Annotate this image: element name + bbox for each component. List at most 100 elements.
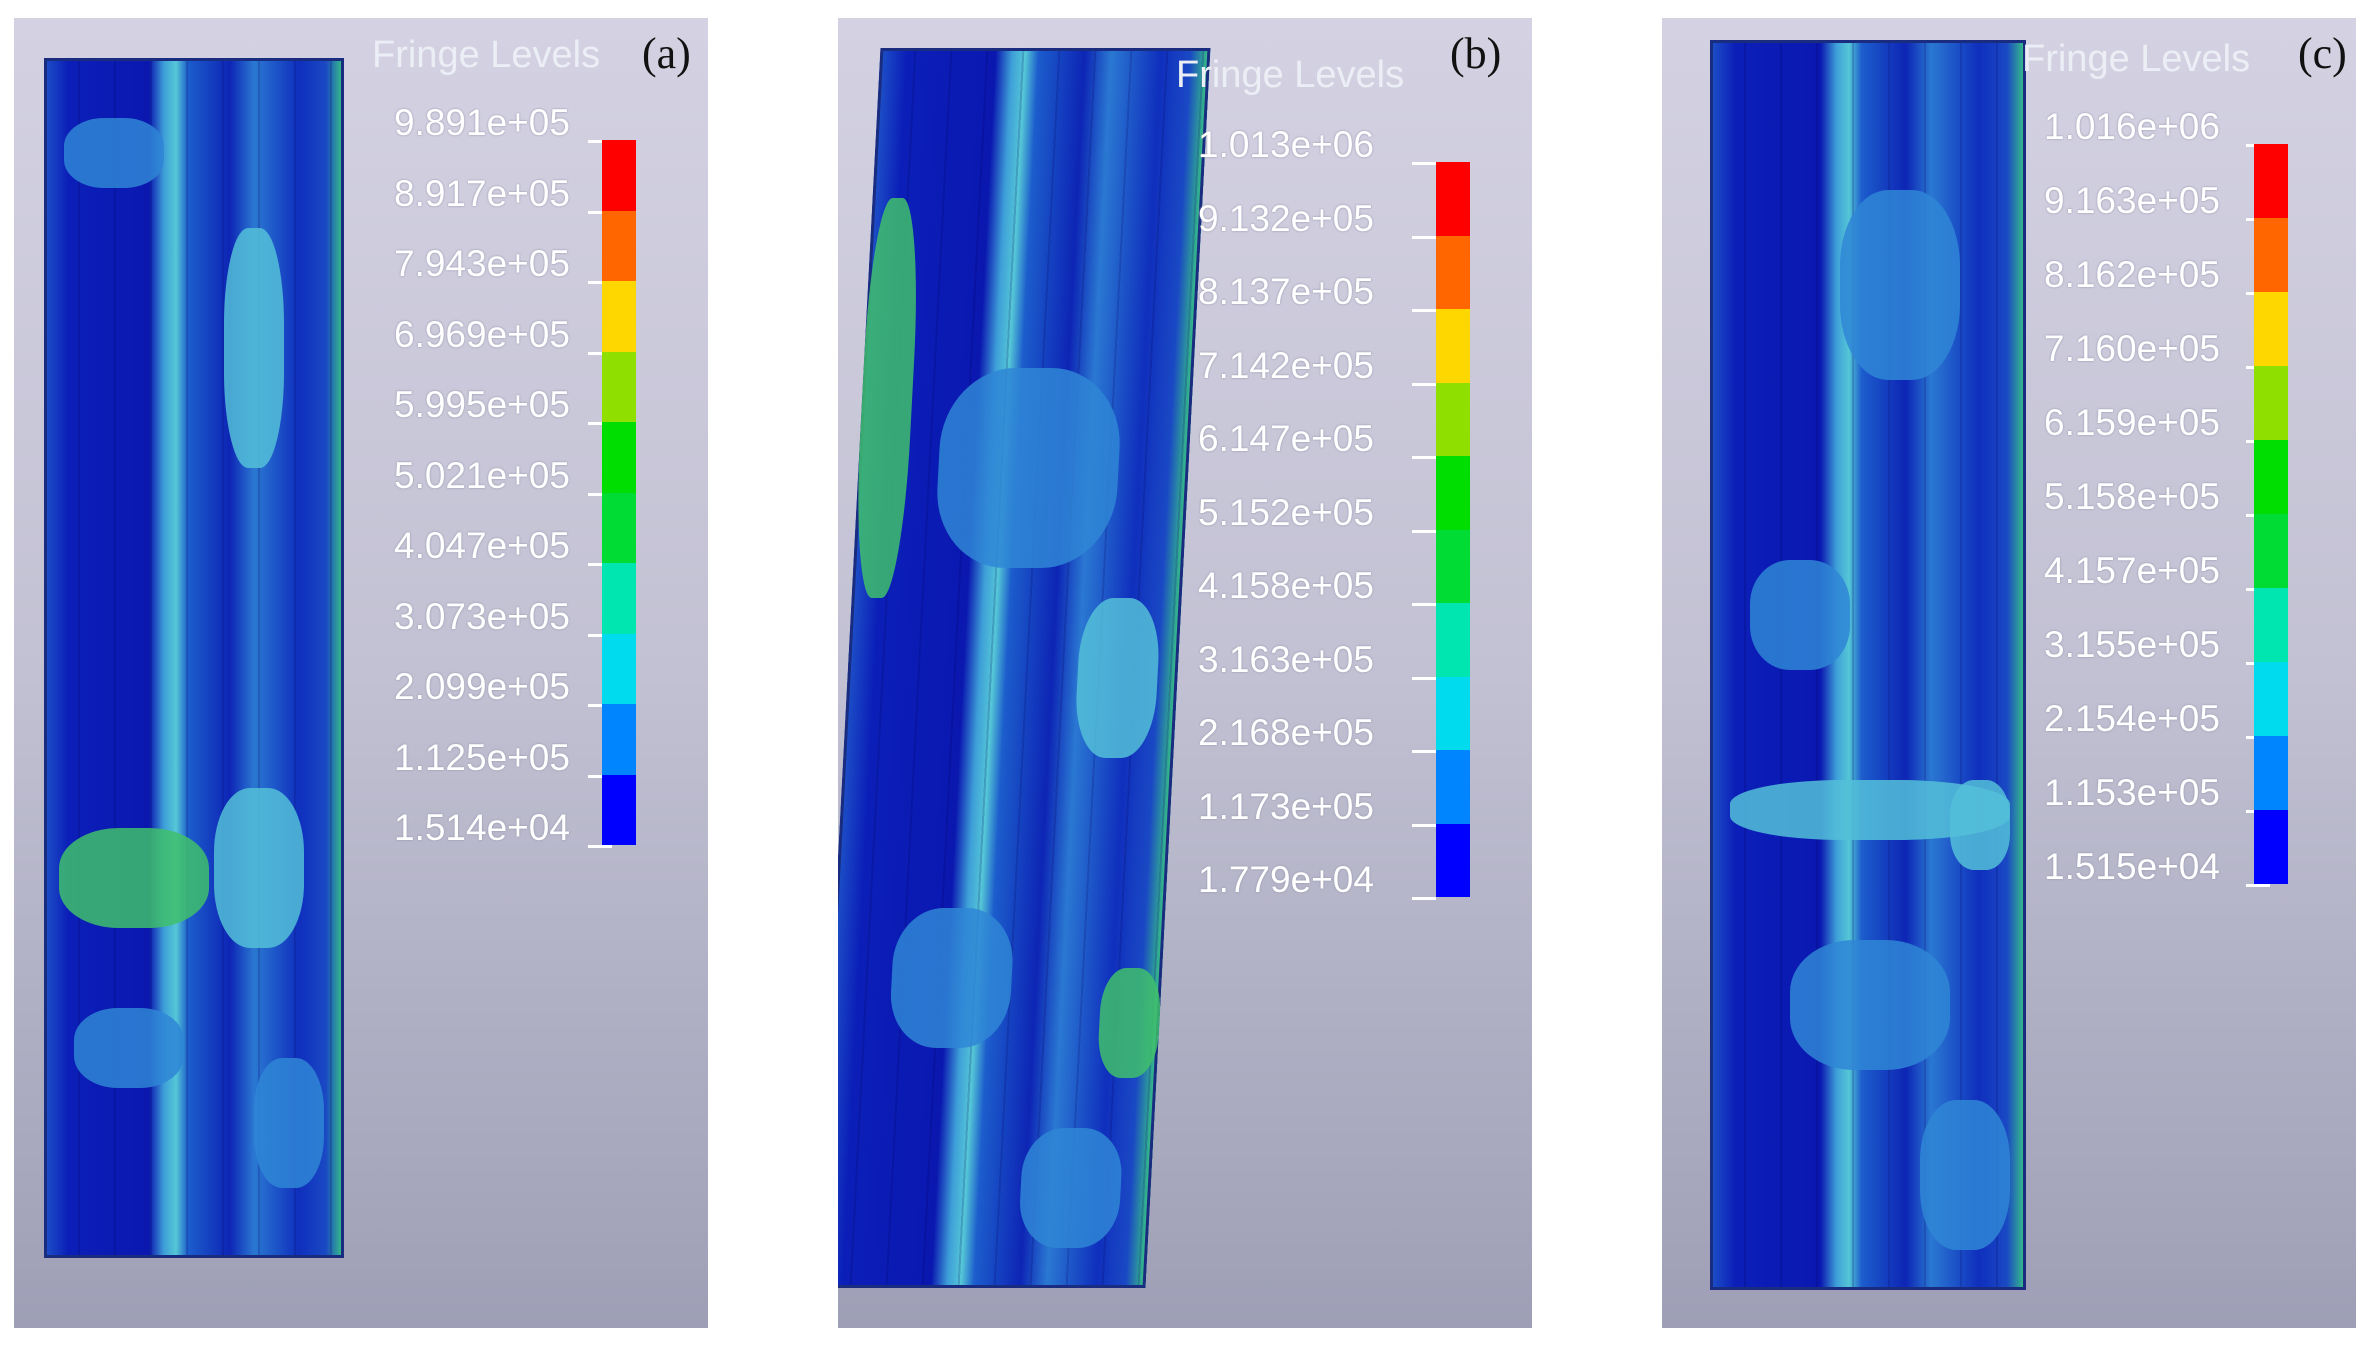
fringe-level-label: 7.943e+05 [394,243,570,284]
legend-title: Fringe Levels [1176,54,1405,96]
panel-label: (c) [2298,29,2347,78]
fringe-level-tick [2246,884,2270,887]
fringe-level-tick [588,492,612,496]
colorbar-segment [1436,529,1470,603]
fringe-level-tick [1412,750,1436,753]
colorbar-segment [2254,144,2288,218]
fringe-level-label: 1.013e+06 [1198,124,1374,165]
fringe-level-label: 5.021e+05 [394,454,570,496]
fringe-level-tick [1412,162,1436,165]
fringe-level-label: 1.153e+05 [2044,772,2220,813]
panel-label: (b) [1450,29,1502,78]
fringe-level-label: 3.073e+05 [394,595,570,637]
fringe-level-tick [588,563,612,566]
colorbar-segment [602,633,636,704]
fringe-level-label: 1.125e+05 [394,736,570,778]
fringe-level-label: 2.099e+05 [394,666,570,707]
colorbar-segment [602,563,636,634]
fringe-level-label: 1.016e+06 [2044,106,2220,147]
fringe-level-label: 5.152e+05 [1198,491,1374,533]
deformed-tube-model [838,48,1211,1288]
fringe-level-label: 4.047e+05 [394,525,570,566]
fringe-level-tick [588,633,612,637]
panel-a: Fringe Levels (a) 9.891e+05 8.917e+05 7.94… [14,18,708,1328]
fringe-level-label: 1.515e+04 [2044,846,2220,887]
colorbar-segment [2254,292,2288,366]
colorbar-segment [2254,440,2288,514]
fringe-level-label: 8.917e+05 [394,172,570,214]
colorbar-segment [602,351,636,422]
fringe-level-tick [588,351,612,355]
fringe-level-tick [1412,382,1436,386]
fringe-level-label: 1.779e+04 [1198,859,1374,900]
fringe-level-tick [588,210,612,214]
fringe-level-label: 1.514e+04 [394,807,570,848]
fringe-level-tick [1412,309,1436,312]
panel-label: (a) [642,29,691,78]
legend-title: Fringe Levels [2022,38,2251,80]
colorbar-segment [1436,309,1470,383]
fringe-level-label: 7.142e+05 [1198,344,1374,386]
fringe-level-label: 6.159e+05 [2044,402,2220,443]
fringe-level-tick [1412,235,1436,239]
colorbar-segment [2254,810,2288,884]
colorbar-segment [2254,662,2288,736]
fringe-level-label: 3.163e+05 [1198,638,1374,680]
fringe-level-tick [588,774,612,778]
fringe-level-tick [588,140,612,143]
colorbar-segment [2254,588,2288,662]
colorbar-segment [1436,456,1470,530]
colorbar-segment [602,704,636,775]
colorbar-segment [2254,514,2288,588]
colorbar-segment [1436,676,1470,750]
fringe-level-tick [588,704,612,707]
fringe-level-label: 6.969e+05 [394,313,570,355]
fringe-level-label: 4.157e+05 [2044,550,2220,591]
colorbar-segment [1436,823,1470,897]
fringe-level-tick [1412,456,1436,459]
fringe-level-tick [1412,823,1436,827]
fringe-level-label: 8.137e+05 [1198,271,1374,312]
colorbar-segment [1436,382,1470,456]
fringe-level-tick [588,422,612,425]
colorbar-segment [602,281,636,352]
legend-title: Fringe Levels [372,34,601,76]
fringe-colorbar [1436,162,1470,897]
colorbar-segment [602,210,636,281]
colorbar-segment [1436,162,1470,236]
colorbar-segment [602,492,636,563]
fringe-level-tick [588,281,612,284]
fringe-level-label: 3.155e+05 [2044,624,2220,665]
fringe-level-tick [1412,603,1436,606]
fringe-level-label: 7.160e+05 [2044,328,2220,369]
fringe-level-tick [1412,897,1436,900]
fringe-level-label: 1.173e+05 [1198,785,1374,827]
fringe-level-label: 9.132e+05 [1198,197,1374,239]
fringe-level-label: 5.158e+05 [2044,476,2220,517]
fringe-level-tick [588,845,612,848]
fringe-level-tick [1412,529,1436,533]
deformed-tube-model [44,58,344,1258]
colorbar-segment [602,774,636,845]
colorbar-segment [1436,603,1470,677]
colorbar-segment [1436,235,1470,309]
colorbar-segment [602,140,636,211]
fringe-colorbar [2254,144,2288,884]
fringe-level-tick [1412,676,1436,680]
colorbar-segment [2254,218,2288,292]
fringe-level-label: 8.162e+05 [2044,254,2220,295]
fringe-level-label: 2.154e+05 [2044,698,2220,739]
colorbar-segment [2254,366,2288,440]
fringe-level-label: 9.891e+05 [394,102,570,143]
panel-b: Fringe Levels (b) 1.013e+06 9.132e+05 8.13… [838,18,1532,1328]
fringe-colorbar [602,140,636,845]
colorbar-segment [2254,736,2288,810]
fringe-level-label: 4.158e+05 [1198,565,1374,606]
fringe-level-label: 9.163e+05 [2044,180,2220,221]
deformed-tube-model [1710,40,2026,1290]
colorbar-segment [602,422,636,493]
fringe-level-label: 6.147e+05 [1198,418,1374,459]
panel-c: Fringe Levels (c) 1.016e+06 9.163e+05 8.16… [1662,18,2356,1328]
fringe-level-label: 5.995e+05 [394,384,570,425]
colorbar-segment [1436,750,1470,824]
